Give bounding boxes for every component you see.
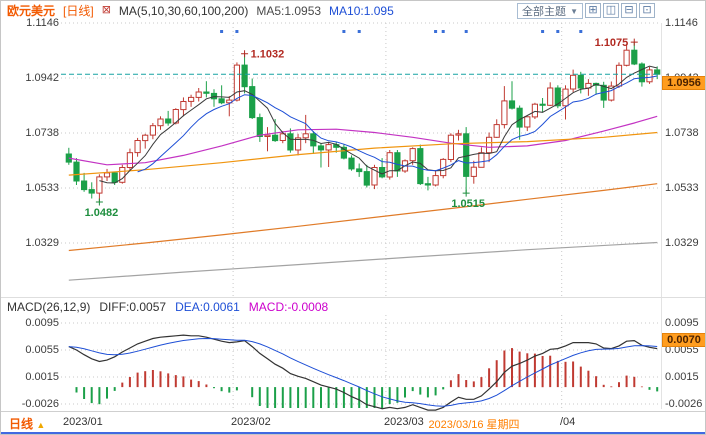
layout-split-horizontal-button[interactable]: ⊟ xyxy=(621,3,637,18)
macd-axis-label: -0.0026 xyxy=(21,398,59,410)
ma60-line xyxy=(68,131,658,176)
dea-value-label: DEA:0.0061 xyxy=(175,300,240,314)
macd-last-value-tag: 0.0070 xyxy=(662,333,705,347)
event-marker-icon xyxy=(235,30,239,33)
layout-grid-button[interactable]: ⊞ xyxy=(585,3,601,18)
event-marker-icon xyxy=(579,30,583,33)
price-annotation: 1.1075 xyxy=(595,37,629,49)
period-tag: [日线] xyxy=(63,4,94,18)
price-axis-label: 1.1146 xyxy=(26,17,59,29)
crosshair-date-label: 2023/03/16 星期四 xyxy=(428,419,520,431)
event-markers-layer xyxy=(220,30,583,33)
ma5-line xyxy=(99,65,658,184)
x-axis-label: /04 xyxy=(560,416,576,428)
ma-lines-layer xyxy=(68,65,658,281)
chevron-up-icon: ▲ xyxy=(36,420,46,430)
diff-line xyxy=(68,334,658,411)
macd-axis-label: 0.0095 xyxy=(25,317,59,329)
ma30-line xyxy=(68,115,658,166)
macd-axis-label: 0.0055 xyxy=(665,344,699,356)
ma200-line xyxy=(68,241,658,281)
price-annotation: 1.1032 xyxy=(251,49,285,61)
macd-legend: MACD(26,12,9) DIFF:0.0057 DEA:0.0061 MAC… xyxy=(7,300,329,314)
price-axis-label: 1.1146 xyxy=(665,17,698,29)
horizontal-scrollbar[interactable] xyxy=(1,432,705,434)
ma10-value-label: MA10:1.095 xyxy=(329,3,394,18)
event-marker-icon xyxy=(434,30,438,33)
price-axis-label: 1.0329 xyxy=(25,237,59,249)
macd-axis-label: 0.0015 xyxy=(665,371,699,383)
event-marker-icon xyxy=(556,30,560,33)
macd-axis-label: 0.0015 xyxy=(25,371,59,383)
x-axis-label: 2023/03 xyxy=(384,416,424,428)
price-annotation: 1.0515 xyxy=(451,198,485,210)
event-marker-icon xyxy=(464,30,468,33)
diff-value-label: DIFF:0.0057 xyxy=(99,300,167,314)
layout-single-button[interactable]: ⊡ xyxy=(639,3,655,18)
indicator-icon: ⊠ xyxy=(101,4,111,16)
price-axis-label: 1.0942 xyxy=(25,72,59,84)
ma-settings-label: MA(5,10,30,60,100,200) xyxy=(118,3,249,18)
macd-histogram-layer xyxy=(75,348,659,408)
price-axis-label: 1.0533 xyxy=(25,182,59,194)
chevron-down-icon: ▼ xyxy=(570,6,578,16)
grid-layer xyxy=(1,22,705,412)
period-selector-label: 日线 xyxy=(9,417,34,431)
event-marker-icon xyxy=(342,30,346,33)
period-selector[interactable]: 日线 ▲ xyxy=(9,415,45,432)
price-axis-label: 1.0738 xyxy=(25,127,59,139)
price-axis-label: 1.0738 xyxy=(665,127,699,139)
layout-split-vertical-button[interactable]: ◫ xyxy=(603,3,619,18)
annotations-layer: 1.1032 1.1075 1.0482 1.0515 xyxy=(85,37,638,219)
price-axis-label: 1.0533 xyxy=(665,182,699,194)
layout-toolbar: ⊞ ◫ ⊟ ⊡ xyxy=(585,3,655,18)
price-axis-label: 1.0329 xyxy=(665,237,699,249)
ma100-line xyxy=(68,183,658,252)
event-marker-icon xyxy=(441,30,445,33)
macd-axis-label: -0.0026 xyxy=(665,398,703,410)
event-marker-icon xyxy=(541,30,545,33)
symbol-name: 欧元美元 xyxy=(7,4,56,18)
x-axis-label: 2023/02 xyxy=(231,416,271,428)
time-axis-bar: 日线 ▲ 2023/03/16 星期四 2023/01 2023/02 2023/0… xyxy=(1,413,705,432)
event-marker-icon xyxy=(357,30,361,33)
ma5-value-label: MA5:1.0953 xyxy=(256,3,322,18)
chart-header: 欧元美元 [日线] ⊠ MA(5,10,30,60,100,200) MA5:1… xyxy=(7,3,394,19)
ma10-line xyxy=(137,75,658,173)
candles-layer xyxy=(65,42,661,202)
macd-title: MACD(26,12,9) xyxy=(7,300,91,314)
last-price-tag: 1.0956 xyxy=(662,76,705,90)
theme-dropdown-label: 全部主题 xyxy=(522,6,566,18)
macd-axis-label: 0.0095 xyxy=(665,317,699,329)
macd-axis-label: 0.0055 xyxy=(25,344,59,356)
dea-line xyxy=(68,337,658,407)
x-axis-label: 2023/01 xyxy=(63,416,103,428)
price-annotation: 1.0482 xyxy=(85,207,119,219)
macd-value-label: MACD:-0.0008 xyxy=(248,300,329,314)
theme-dropdown[interactable]: 全部主题 ▼ xyxy=(517,3,583,19)
event-marker-icon xyxy=(220,30,224,33)
